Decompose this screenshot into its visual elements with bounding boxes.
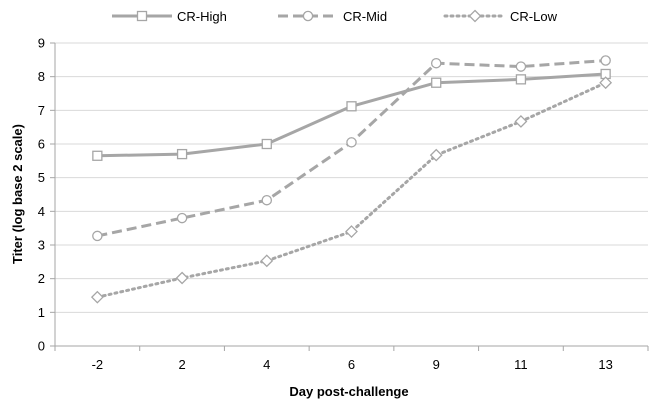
data-point	[176, 212, 188, 224]
y-tick-label: 4	[38, 204, 45, 219]
y-axis-title: Titer (log base 2 scale)	[10, 124, 25, 264]
data-point	[261, 138, 272, 150]
y-tick-label: 6	[38, 137, 45, 152]
x-tick-label: 9	[433, 357, 440, 372]
x-tick-label: 4	[263, 357, 270, 372]
y-tick-label: 8	[38, 69, 45, 84]
legend-label: CR-Low	[510, 9, 558, 24]
y-tick-label: 7	[38, 103, 45, 118]
y-tick-label: 0	[38, 339, 45, 354]
series-line	[97, 59, 606, 238]
y-tick-label: 9	[38, 36, 45, 51]
series-lines	[90, 55, 613, 304]
x-tick-labels: -2 2 4 6 9 11 13	[92, 357, 613, 372]
series-line	[95, 81, 608, 299]
data-point	[346, 101, 357, 112]
data-point	[346, 137, 357, 148]
data-point	[515, 74, 527, 85]
legend-item: CR-High	[112, 9, 227, 24]
series-cr-mid	[92, 55, 611, 242]
x-tick-label: 11	[514, 357, 528, 372]
data-point	[175, 271, 189, 285]
series-cr-high	[92, 68, 611, 161]
y-tick-labels: 0 1 2 3 4 5 6 7 8 9	[38, 36, 45, 354]
data-point	[176, 148, 188, 160]
legend-marker	[468, 9, 482, 23]
data-point	[431, 77, 442, 88]
x-tick-label: 2	[178, 357, 185, 372]
y-tick-label: 1	[38, 305, 45, 320]
data-point	[90, 290, 104, 304]
legend-item: CR-Mid	[278, 9, 387, 24]
data-point	[599, 76, 613, 90]
y-tick-label: 5	[38, 170, 45, 185]
data-point	[92, 230, 103, 242]
legend-marker	[136, 10, 148, 22]
data-point	[92, 150, 103, 161]
legend-item: CR-Low	[443, 9, 558, 24]
legend-marker	[302, 10, 314, 22]
data-point	[600, 55, 611, 66]
x-tick-label: 6	[348, 357, 355, 372]
data-point	[514, 115, 528, 128]
x-tick-label: 13	[598, 357, 612, 372]
data-point	[430, 57, 442, 69]
data-point	[261, 194, 273, 206]
data-point	[429, 148, 443, 162]
legend-label: CR-High	[177, 9, 227, 24]
x-axis-title: Day post-challenge	[289, 384, 408, 399]
axes	[50, 42, 649, 351]
legend: CR-High CR-Mid CR-Low	[112, 9, 558, 24]
data-point	[515, 61, 527, 72]
y-tick-label: 2	[38, 271, 45, 286]
data-point	[260, 254, 274, 268]
grid-lines	[55, 42, 648, 313]
series-cr-low	[90, 76, 613, 304]
y-tick-label: 3	[38, 238, 45, 253]
data-point	[345, 225, 358, 238]
legend-label: CR-Mid	[343, 9, 387, 24]
x-tick-label: -2	[92, 357, 104, 372]
